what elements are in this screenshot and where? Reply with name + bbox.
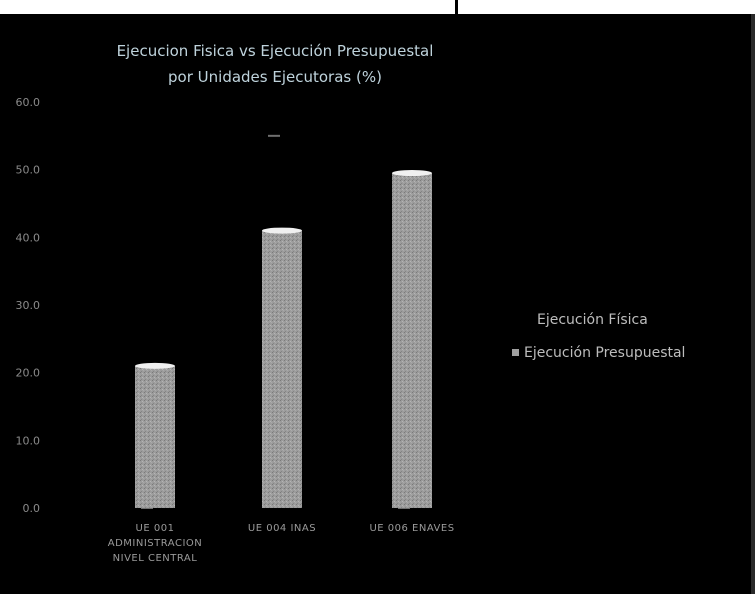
y-tick-label: 60.0 (16, 96, 41, 109)
legend: Ejecución Física Ejecución Presupuestal (512, 312, 685, 361)
y-axis: 0.0 10.0 20.0 30.0 40.0 50.0 60.0 (16, 96, 41, 515)
y-tick-label: 30.0 (16, 299, 41, 312)
chart-title-line2: por Unidades Ejecutoras (%) (168, 68, 382, 86)
x-axis: UE 001 ADMINISTRACION NIVEL CENTRAL UE 004 … (108, 523, 454, 564)
y-tick-label: 50.0 (16, 164, 41, 177)
bar-top-highlight (392, 170, 432, 177)
top-border (0, 0, 755, 14)
x-category-label: UE 004 INAS (248, 523, 316, 534)
bar-ejecucion-presupuestal (392, 173, 432, 509)
legend-swatch-ejecucion-presupuestal (512, 349, 519, 356)
top-notch (455, 0, 458, 14)
bars (135, 134, 432, 509)
bar-ejecucion-presupuestal (135, 365, 175, 508)
right-edge (751, 14, 755, 594)
bar-top-highlight (135, 362, 175, 369)
chart-area (0, 14, 755, 594)
y-tick-label: 20.0 (16, 367, 41, 380)
legend-item-ejecucion-fisica: Ejecución Física (537, 312, 648, 328)
bar-ejecucion-presupuestal (262, 230, 302, 509)
y-tick-label: 40.0 (16, 231, 41, 244)
x-category-label: ADMINISTRACION (108, 538, 203, 549)
chart-title-line1: Ejecucion Fisica vs Ejecución Presupuest… (117, 42, 434, 60)
legend-item-ejecucion-presupuestal: Ejecución Presupuestal (524, 345, 685, 361)
x-category-label: UE 001 (136, 523, 175, 534)
x-category-label: NIVEL CENTRAL (113, 553, 198, 564)
bar-top-highlight (262, 227, 302, 234)
y-tick-label: 10.0 (16, 434, 41, 447)
x-category-label: UE 006 ENAVES (369, 523, 454, 534)
y-tick-label: 0.0 (23, 502, 41, 515)
